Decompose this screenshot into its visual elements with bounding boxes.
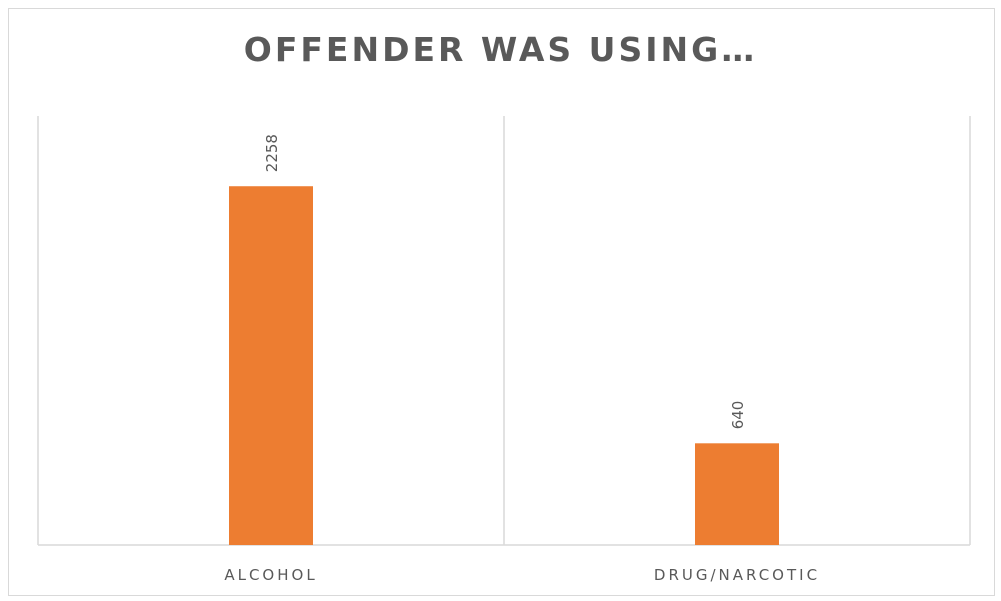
plot-layer: 2258 ALCOHOL 640 DRUG/NARCOTIC (37, 116, 971, 584)
chart-title: OFFENDER WAS USING… (243, 30, 758, 69)
bar (229, 186, 313, 545)
x-tick-label: DRUG/NARCOTIC (654, 566, 820, 584)
data-label: 2258 (263, 134, 281, 172)
x-tick-label: ALCOHOL (224, 566, 317, 584)
bar (695, 443, 779, 545)
chart-frame (8, 8, 995, 596)
data-label: 640 (729, 401, 747, 430)
